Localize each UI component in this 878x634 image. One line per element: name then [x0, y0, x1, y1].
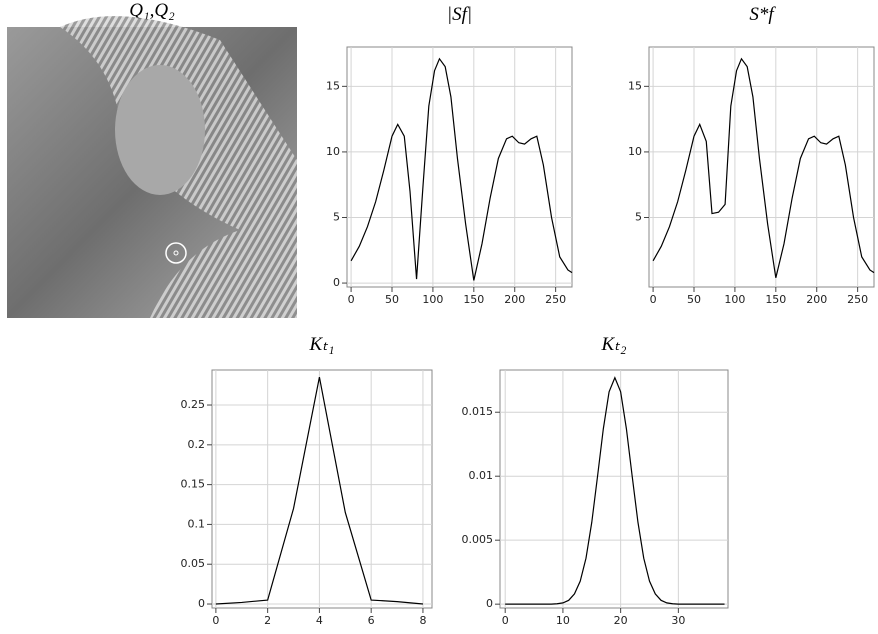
y-tick-label: 10: [628, 145, 642, 158]
plot-area: [211, 369, 433, 609]
chart-title: S*f: [749, 4, 776, 25]
x-tick-label: 20: [614, 614, 628, 627]
image-title: Q₁,Q₂: [129, 0, 175, 21]
x-tick-label: 50: [385, 293, 399, 306]
x-tick-label: 2: [264, 614, 271, 627]
x-tick-label: 250: [545, 293, 566, 306]
x-tick-label: 6: [368, 614, 375, 627]
photo: [7, 16, 297, 318]
y-tick-label: 0.25: [181, 398, 206, 411]
x-tick-label: 200: [806, 293, 827, 306]
plot-area: [346, 46, 573, 288]
x-tick-label: 50: [687, 293, 701, 306]
plot-area: [499, 369, 729, 609]
y-tick-label: 5: [635, 210, 642, 223]
x-tick-label: 0: [348, 293, 355, 306]
y-tick-label: 0.2: [188, 438, 206, 451]
data-line: [350, 57, 573, 281]
y-tick-label: 0.005: [462, 533, 494, 546]
y-tick-label: 0.05: [181, 557, 206, 570]
x-tick-label: 4: [316, 614, 323, 627]
x-tick-label: 150: [463, 293, 484, 306]
x-tick-label: 200: [504, 293, 525, 306]
x-tick-label: 250: [847, 293, 868, 306]
data-line: [215, 377, 423, 605]
x-tick-label: 0: [212, 614, 219, 627]
x-tick-label: 0: [502, 614, 509, 627]
chart-title: |Sf|: [447, 4, 472, 25]
x-tick-label: 150: [765, 293, 786, 306]
y-tick-label: 0: [333, 276, 340, 289]
y-tick-label: 15: [628, 79, 642, 92]
y-tick-label: 0.1: [188, 517, 206, 530]
x-tick-label: 100: [724, 293, 745, 306]
y-tick-label: 0.015: [462, 405, 494, 418]
x-tick-label: 100: [422, 293, 443, 306]
y-tick-label: 0.15: [181, 478, 206, 491]
x-tick-label: 8: [419, 614, 426, 627]
y-tick-label: 0: [486, 597, 493, 610]
y-tick-label: 15: [326, 79, 340, 92]
x-tick-label: 10: [556, 614, 570, 627]
data-line: [652, 57, 875, 278]
y-tick-label: 5: [333, 210, 340, 223]
x-tick-label: 0: [650, 293, 657, 306]
chart-title: Kₜ₂: [601, 334, 627, 355]
data-line: [505, 376, 725, 605]
chart-title: Kₜ₁: [309, 334, 335, 355]
x-tick-label: 30: [671, 614, 685, 627]
y-tick-label: 10: [326, 145, 340, 158]
plot-area: [648, 46, 875, 288]
y-tick-label: 0.01: [469, 469, 494, 482]
y-tick-label: 0: [198, 597, 205, 610]
